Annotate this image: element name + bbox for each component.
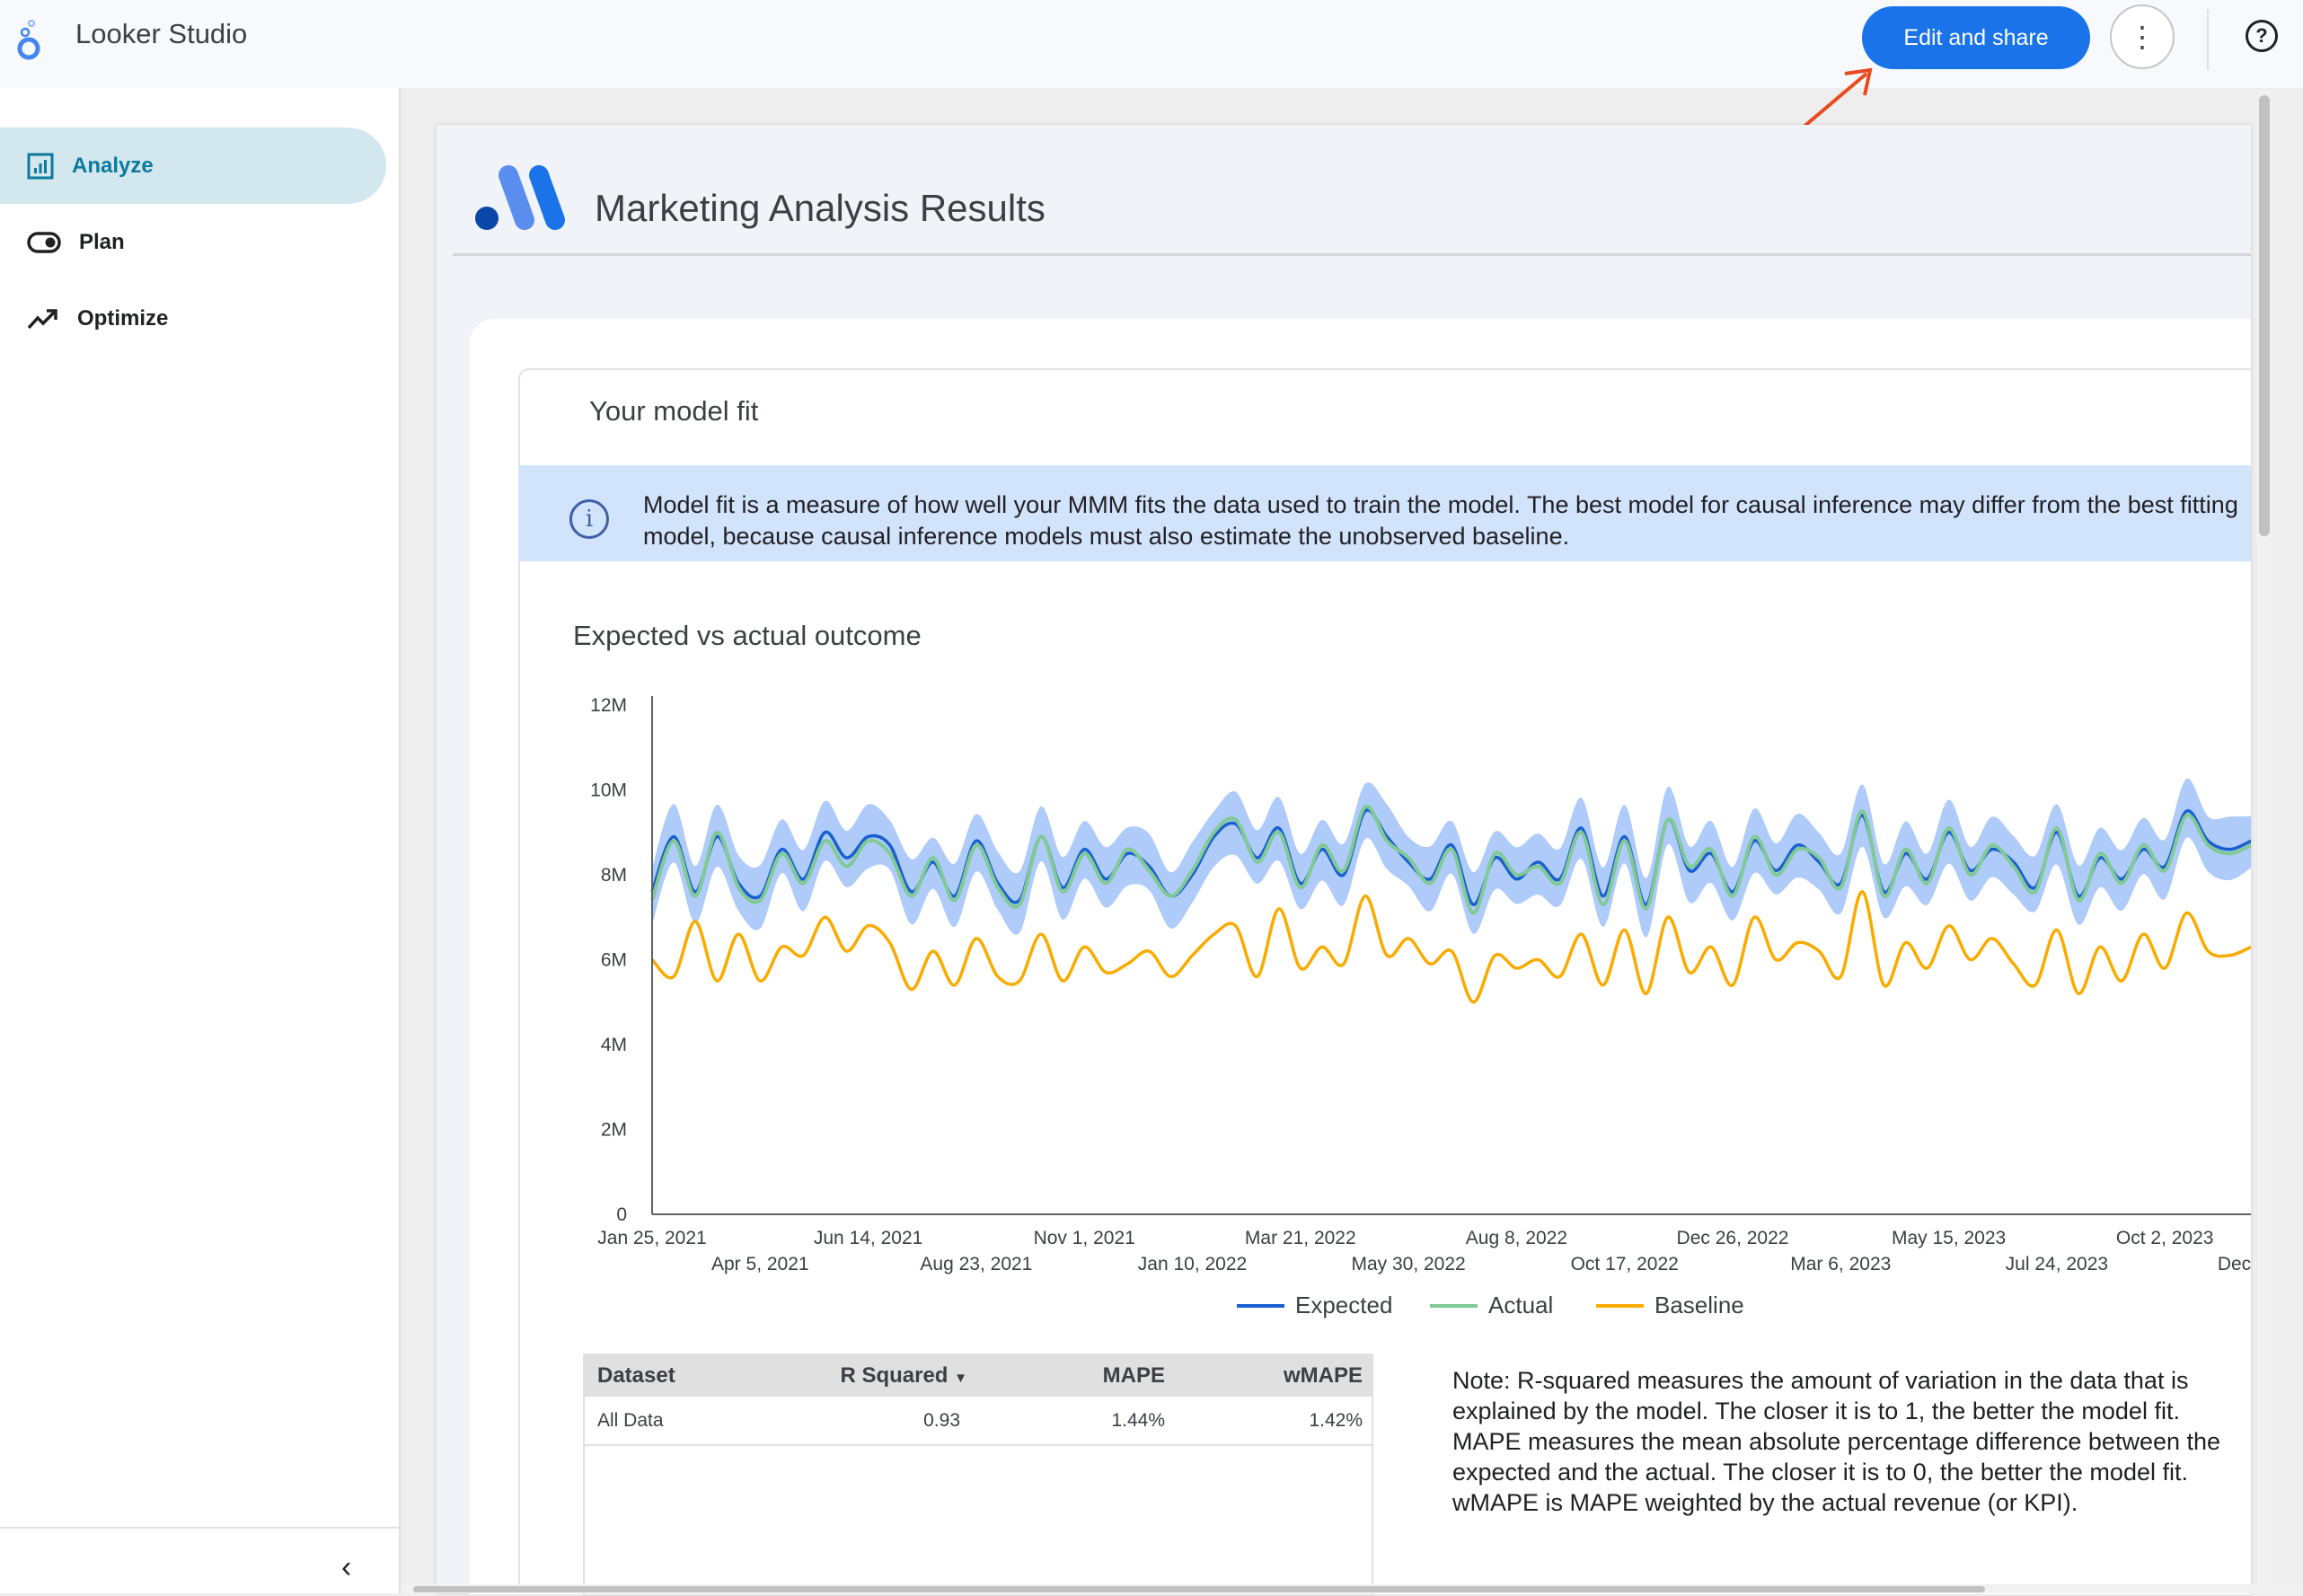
y-tick-label: 4M [601,1035,627,1055]
legend-label: Expected [1295,1292,1393,1318]
x-tick-label: Aug 8, 2022 [1466,1228,1567,1248]
info-banner [518,465,2251,561]
expected-interval-band [652,779,2251,938]
info-icon: i [569,499,609,539]
x-tick-label: May 15, 2023 [1892,1228,2006,1248]
x-tick-label: Aug 23, 2021 [920,1254,1032,1274]
chart-title: Expected vs actual outcome [573,620,922,651]
x-tick-label: Oct 2, 2023 [2116,1228,2214,1248]
card-title: Your model fit [589,395,759,427]
legend-label: Baseline [1654,1292,1744,1318]
sidebar-item-label: Analyze [72,153,154,178]
x-tick-label: Mar 21, 2022 [1245,1228,1356,1248]
more-vert-icon: ⋮ [2128,21,2157,53]
x-tick-label: Jan 25, 2021 [597,1228,706,1248]
meridian-logo-icon [475,165,565,230]
x-tick-label: Jan 10, 2022 [1138,1254,1247,1274]
series-line-baseline [650,890,2251,1004]
y-tick-label: 6M [601,950,627,971]
toggle-icon [27,231,61,253]
x-tick-label: Jul 24, 2023 [2006,1254,2108,1274]
y-tick-label: 10M [590,780,627,801]
legend-swatch [1237,1303,1284,1308]
table-header [585,1355,1372,1397]
model-fit-note: Note: R-squared measures the amount of v… [1452,1367,2221,1516]
x-tick-label: Jun 14, 2021 [814,1228,922,1248]
series-line-actual [650,805,2251,915]
column-header-mape[interactable]: MAPE [1102,1363,1165,1388]
app-title: Looker Studio [75,18,248,49]
cell-dataset: All Data [597,1410,664,1431]
sort-descending-icon: ▼ [954,1371,967,1386]
help-icon[interactable]: ? [2246,20,2278,52]
row-divider [585,1444,1372,1446]
column-header-dataset[interactable]: Dataset [597,1363,675,1388]
cell-r-squared: 0.93 [923,1410,960,1431]
looker-studio-logo-icon [17,20,40,60]
cell-mape: 1.44% [1111,1410,1165,1431]
header-divider [453,253,2251,256]
x-tick-label: Nov 1, 2021 [1034,1228,1135,1248]
vertical-scrollbar-thumb[interactable] [2259,95,2270,536]
legend-baseline[interactable]: Baseline [1596,1292,1744,1319]
more-options-button[interactable]: ⋮ [2110,4,2175,69]
toolbar-divider [2207,9,2209,70]
legend-expected[interactable]: Expected [1237,1292,1392,1319]
sidebar: Analyze Plan Optimize [0,88,401,1593]
y-tick-label: 8M [601,865,627,886]
sidebar-item-analyze[interactable]: Analyze [0,128,386,204]
x-tick-label: Dec 11, 2023 [2218,1254,2251,1274]
x-tick-label: Mar 6, 2023 [1790,1254,1891,1274]
column-header-wmape[interactable]: wMAPE [1283,1363,1363,1388]
edit-and-share-button[interactable]: Edit and share [1862,6,2090,69]
cell-wmape: 1.42% [1309,1410,1363,1431]
legend-label: Actual [1488,1292,1554,1318]
x-tick-label: Oct 17, 2022 [1571,1254,1679,1274]
trending-up-icon [27,308,57,329]
legend-swatch [1430,1303,1478,1308]
annotation-arrow-icon [1795,67,1873,135]
bar-chart-icon [27,153,54,179]
info-banner-text: Model fit is a measure of how well your … [643,491,2238,550]
sidebar-divider [0,1527,401,1529]
sidebar-item-label: Plan [79,229,125,254]
horizontal-scrollbar-thumb[interactable] [413,1586,1985,1592]
model-fit-table: Dataset R Squared ▼ MAPE wMAPE All Data … [583,1354,1373,1596]
x-tick-label: May 30, 2022 [1351,1254,1465,1274]
y-tick-label: 2M [601,1120,627,1141]
sidebar-item-label: Optimize [77,305,169,331]
x-tick-label: Apr 5, 2021 [711,1254,809,1274]
y-tick-label: 12M [590,695,627,716]
sidebar-item-plan[interactable]: Plan [0,204,386,280]
column-header-r-squared[interactable]: R Squared ▼ [840,1363,967,1388]
legend-swatch [1596,1303,1644,1308]
sidebar-item-optimize[interactable]: Optimize [0,280,386,357]
collapse-sidebar-chevron-left-icon[interactable]: ‹ [341,1550,352,1584]
x-tick-label: Dec 26, 2022 [1677,1228,1789,1248]
legend-actual[interactable]: Actual [1430,1292,1553,1319]
report-title: Marketing Analysis Results [595,187,1046,229]
y-tick-label: 0 [616,1204,627,1225]
